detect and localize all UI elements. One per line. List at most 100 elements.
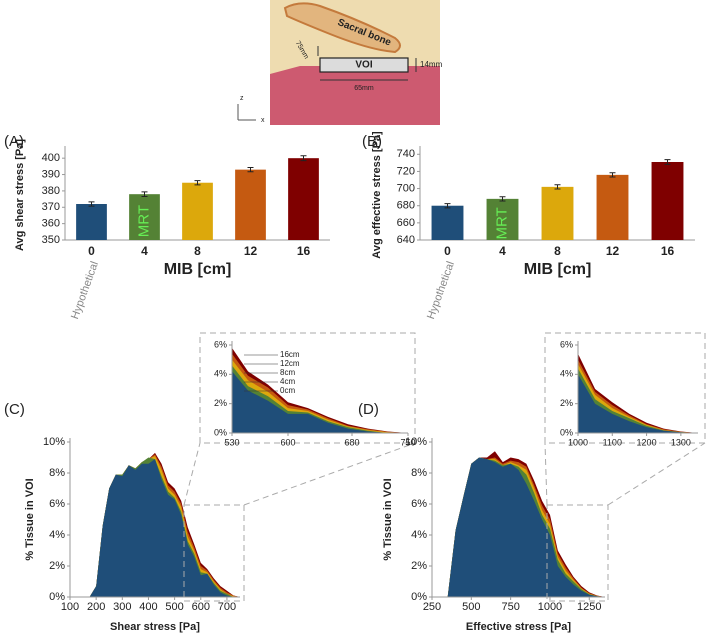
area [447, 457, 605, 597]
zoom-connector [544, 442, 548, 506]
bar [486, 198, 519, 240]
z-label: z [240, 95, 244, 102]
x-tick-label: 530 [224, 437, 239, 447]
x-tick-label: 1000 [538, 601, 562, 613]
y-tick-label: 390 [42, 168, 60, 180]
y-tick-label: 0% [560, 427, 573, 437]
error-bar [444, 203, 451, 209]
zoom-box [546, 504, 609, 602]
bar [541, 186, 574, 240]
mrt-label: MRT [135, 205, 152, 237]
x-tick-label: 680 [344, 437, 359, 447]
x-tick-label: 8 [554, 244, 561, 258]
x-tick-label: 8 [194, 244, 201, 258]
panel-label: (C) [4, 401, 25, 418]
y-tick-label: 370 [42, 201, 60, 213]
series-label: 0cm [280, 386, 295, 395]
zoom-connector [243, 442, 416, 506]
x-tick-label: 0 [444, 244, 451, 258]
x-axis-title: MIB [cm] [524, 261, 592, 278]
error-bar [141, 191, 148, 197]
y-tick-label: 2% [49, 560, 65, 572]
bar [651, 162, 684, 240]
zoom-connector [607, 442, 706, 506]
y-tick-label: 660 [397, 217, 415, 229]
y-axis-title: % Tissue in VOI [24, 478, 36, 560]
y-tick-label: 380 [42, 185, 60, 197]
zoom-connector [183, 442, 201, 506]
x-tick-label: 750 [400, 437, 415, 447]
x-tick-label: 100 [61, 601, 79, 613]
y-tick-label: 2% [411, 560, 427, 572]
y-tick-label: 4% [49, 529, 65, 541]
bar [431, 205, 464, 240]
y-tick-label: 10% [405, 436, 427, 448]
x-tick-label: 600 [192, 601, 210, 613]
y-tick-label: 740 [397, 148, 415, 160]
bar [288, 158, 319, 240]
error-bar [609, 172, 616, 178]
error-bar [88, 201, 95, 207]
x-tick-label: 400 [139, 601, 157, 613]
y-tick-label: 720 [397, 165, 415, 177]
x-tick-label: 1200 [637, 437, 657, 447]
area [578, 374, 698, 433]
panel-label: (A) [4, 133, 24, 150]
inset-frame [544, 332, 706, 444]
voi-label: VOI [355, 60, 372, 71]
x-tick-label: 16 [661, 244, 675, 258]
x-tick-label: 1250 [577, 601, 601, 613]
y-tick-label: 350 [42, 234, 60, 246]
y-tick-label: 400 [42, 152, 60, 164]
x-tick-label: 4 [499, 244, 506, 258]
y-tick-label: 8% [411, 467, 427, 479]
area [232, 371, 408, 433]
x-tick-label: 750 [501, 601, 519, 613]
x-tick-label: 12 [244, 244, 258, 258]
x-label: x [261, 117, 265, 124]
error-bar [499, 196, 506, 202]
sacral-bone [283, 2, 401, 54]
y-tick-label: 6% [560, 339, 573, 349]
bar [235, 169, 266, 240]
bar [129, 194, 160, 240]
x-tick-label: 16 [297, 244, 311, 258]
x-tick-label: 200 [87, 601, 105, 613]
series-label: 12cm [280, 359, 300, 368]
zoom-box [183, 504, 245, 602]
y-axis-title: Avg shear stress [Pa] [14, 139, 26, 251]
x-tick-label: 4 [141, 244, 148, 258]
y-tick-label: 0% [49, 591, 65, 603]
error-bar [554, 184, 561, 190]
x-axis-title: Effective stress [Pa] [466, 621, 571, 633]
y-tick-label: 4% [560, 369, 573, 379]
muscle [270, 66, 440, 125]
y-tick-label: 680 [397, 200, 415, 212]
y-tick-label: 360 [42, 218, 60, 230]
bar [182, 182, 213, 240]
x-tick-label: 1300 [671, 437, 691, 447]
y-tick-label: 2% [560, 398, 573, 408]
mrt-label: MRT [493, 207, 510, 239]
y-tick-label: 0% [411, 591, 427, 603]
x-tick-label: 500 [462, 601, 480, 613]
bar [76, 204, 107, 240]
y-tick-label: 4% [411, 529, 427, 541]
x-tick-label: 500 [165, 601, 183, 613]
hypothetical-label: Hypothetical [425, 260, 457, 321]
y-tick-label: 6% [49, 498, 65, 510]
diagram: Sacral bone 75mm 14mm VOI 65mm z x [237, 0, 443, 125]
x-tick-label: 250 [423, 601, 441, 613]
y-tick-label: 700 [397, 182, 415, 194]
voi-box [319, 57, 409, 73]
series-label: 16cm [280, 350, 300, 359]
y-tick-label: 6% [214, 339, 227, 349]
x-tick-label: 1000 [568, 437, 588, 447]
x-tick-label: 300 [113, 601, 131, 613]
inset-frame [199, 332, 416, 444]
error-bar [194, 180, 201, 186]
x-tick-label: 600 [280, 437, 295, 447]
y-tick-label: 6% [411, 498, 427, 510]
width-label: 65mm [354, 85, 374, 92]
